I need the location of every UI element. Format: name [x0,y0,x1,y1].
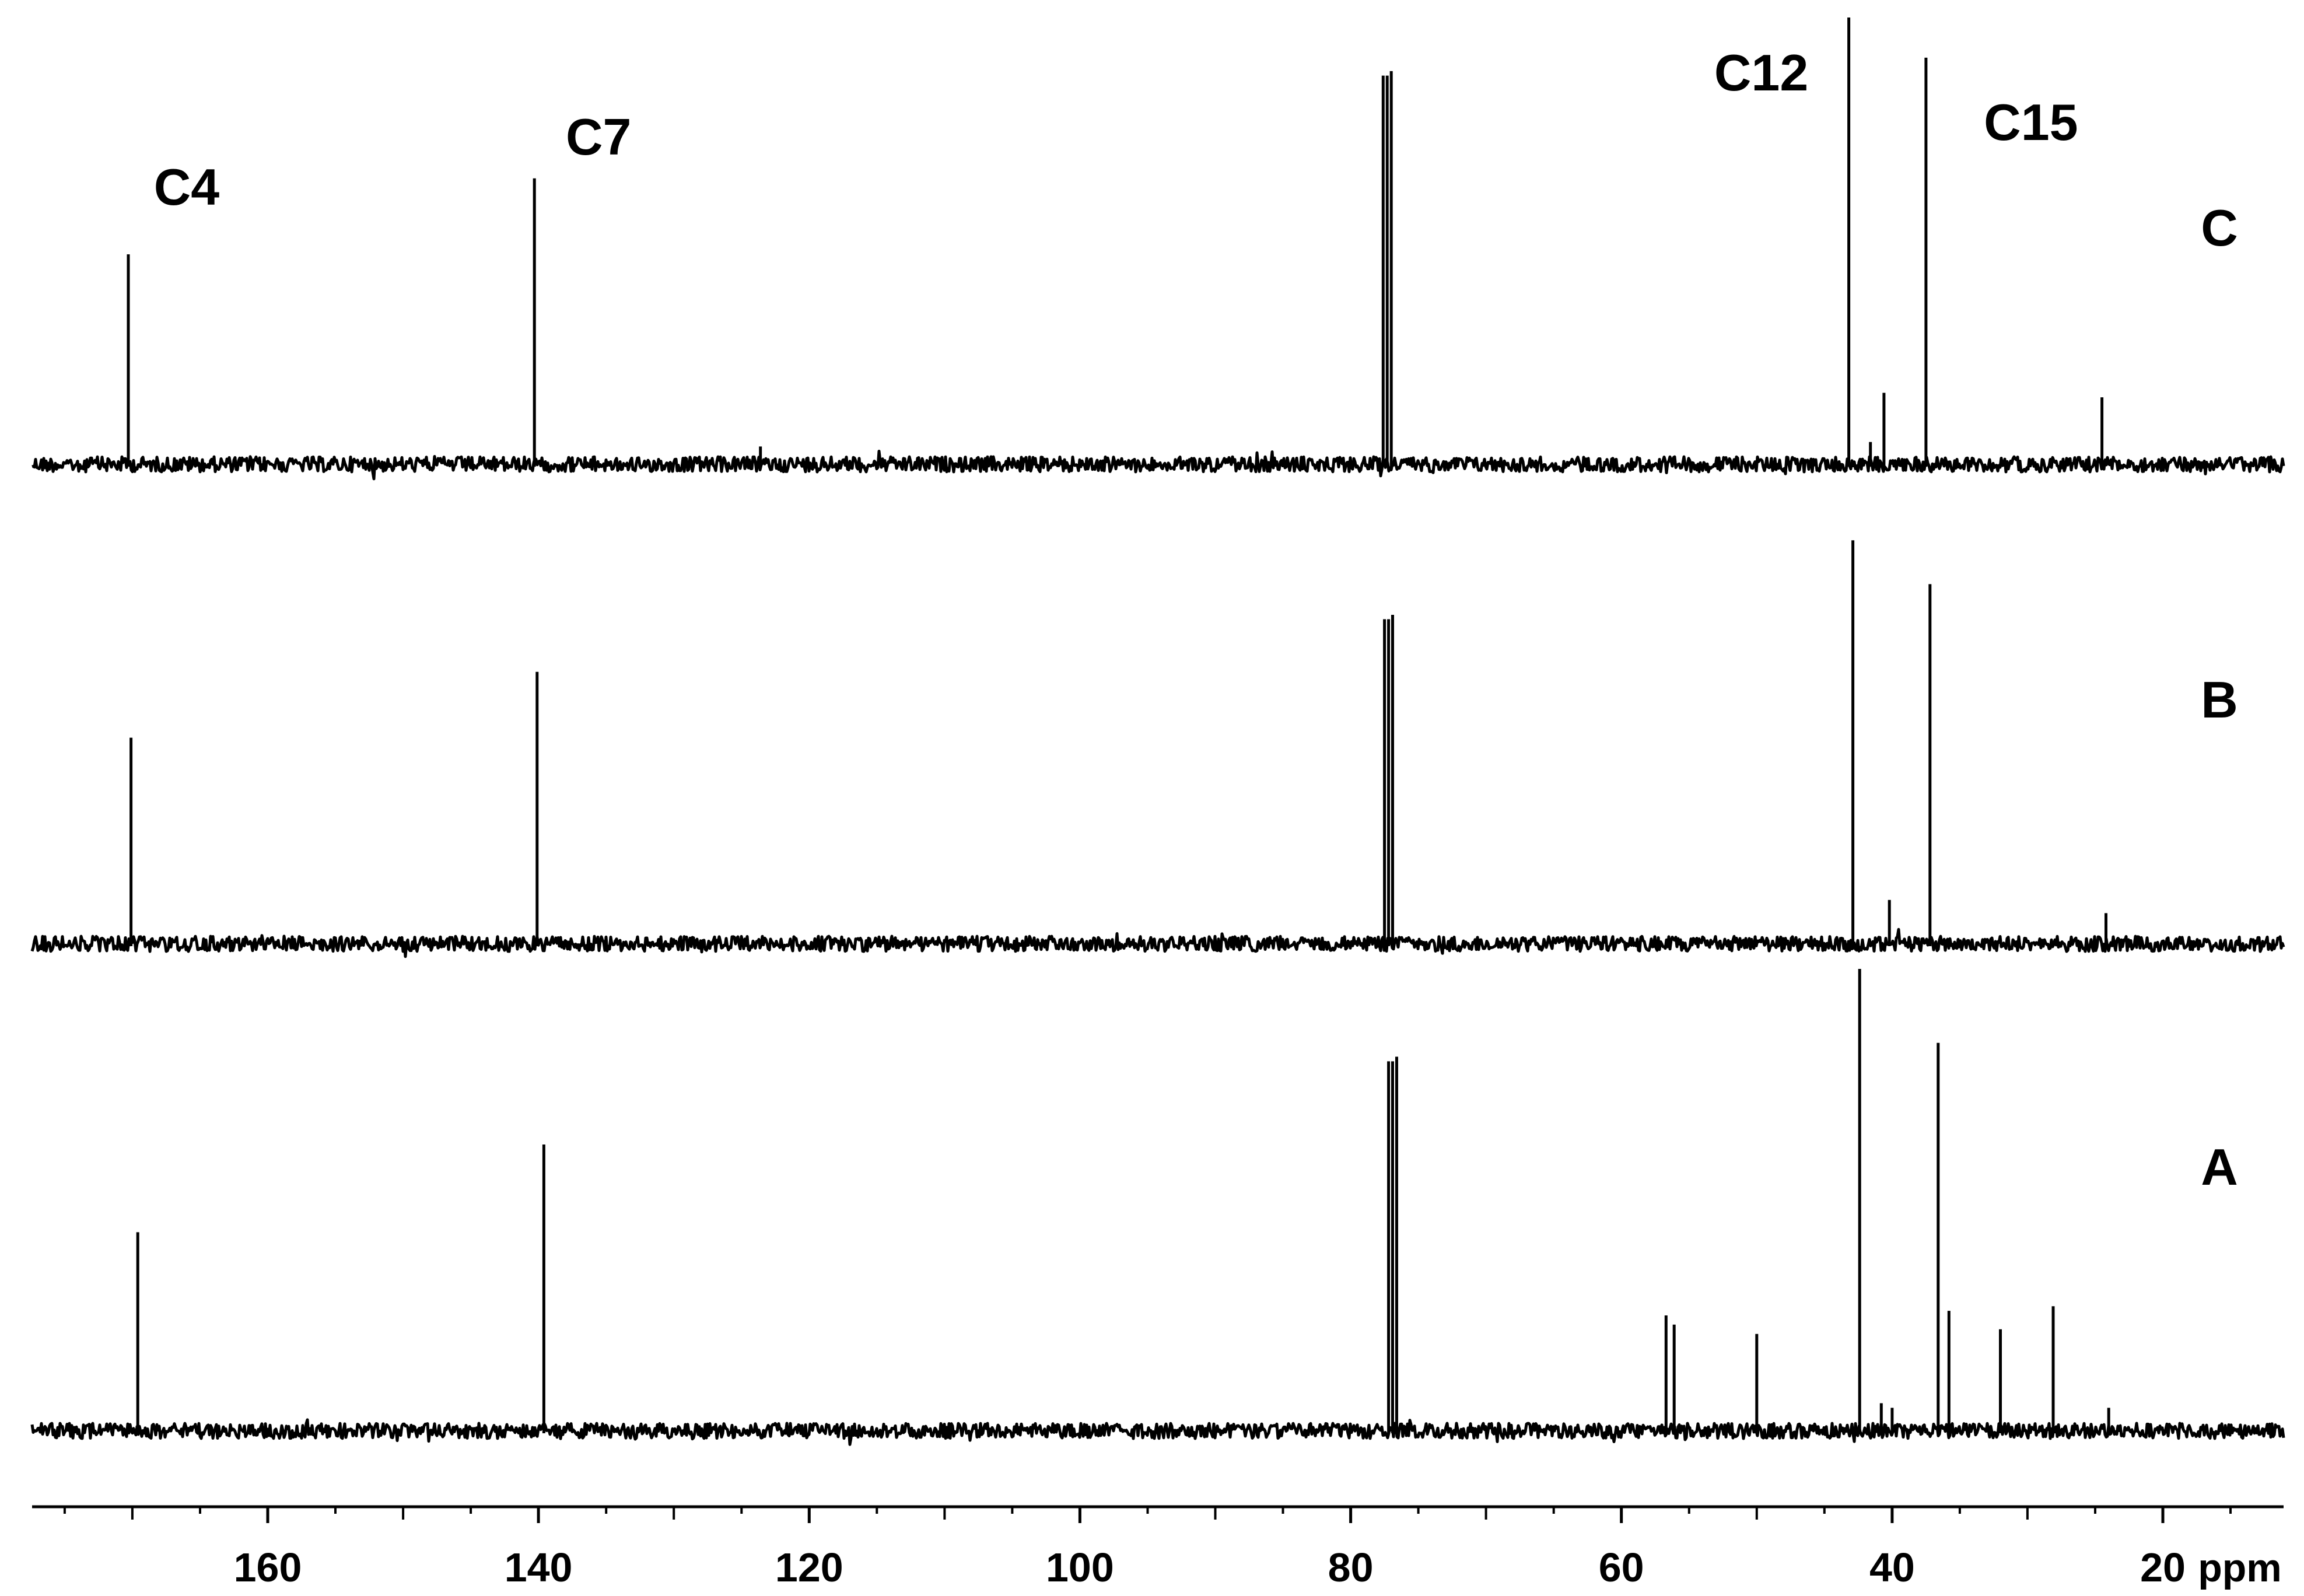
spectrum-baseline [30,1418,2285,1446]
labels-layer: C C4 C7 C12 C15 B A [154,44,2238,1196]
spectrum-label: B [2201,671,2238,729]
x-tick-label: 20 [2140,1545,2186,1590]
spectrum-c [31,18,2285,481]
spectrum-a [30,969,2285,1446]
peak-annotation: C15 [1984,93,2078,151]
x-tick-label: 120 [775,1545,843,1590]
spectrum-baseline [31,450,2285,481]
x-tick-label: 160 [234,1545,302,1590]
x-tick-label: 60 [1599,1545,1644,1590]
spectrum-label: C [2201,199,2238,257]
x-axis-label: ppm [2198,1546,2282,1590]
x-tick-label: 80 [1328,1545,1374,1590]
x-tick-label: 140 [505,1545,573,1590]
peak-annotation: C7 [566,108,632,166]
spectrum-baseline [30,928,2285,958]
x-tick-label: 100 [1046,1545,1114,1590]
peak-annotation: C12 [1714,44,1808,102]
spectra-layer [30,18,2285,1446]
peak-annotation: C4 [154,158,220,216]
x-tick-label: 40 [1869,1545,1915,1590]
x-axis: ppm 160 140 120 100 80 60 40 20 [32,1505,2284,1590]
spectrum-b [30,540,2285,958]
spectrum-label: A [2201,1138,2238,1196]
